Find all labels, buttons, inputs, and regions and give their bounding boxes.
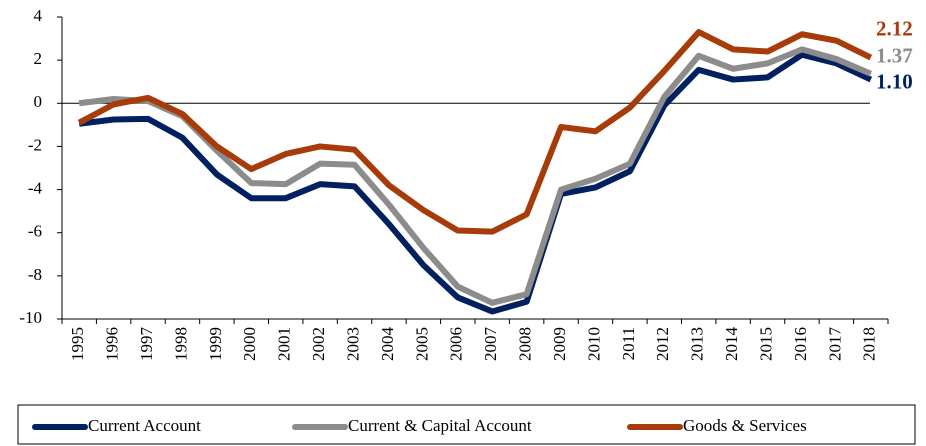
- x-tick-label: 2000: [240, 327, 259, 361]
- x-tick-label: 2013: [688, 327, 707, 361]
- legend-label: Current & Capital Account: [348, 416, 532, 435]
- x-tick-label: 1997: [137, 327, 156, 362]
- y-tick-label: -6: [28, 222, 42, 241]
- x-tick-label: 2011: [619, 327, 638, 360]
- end-label: 2.12: [876, 16, 913, 40]
- y-tick-label: 4: [34, 6, 43, 25]
- legend-label: Goods & Services: [683, 416, 807, 435]
- x-tick-label: 1999: [206, 327, 225, 361]
- x-tick-label: 2012: [653, 327, 672, 361]
- y-tick-label: 2: [34, 49, 43, 68]
- y-tick-label: -8: [28, 265, 42, 284]
- legend-label: Current Account: [88, 416, 201, 435]
- x-tick-label: 2004: [378, 327, 397, 362]
- line-series: [78, 51, 873, 315]
- y-tick-label: -10: [19, 308, 42, 327]
- x-tick-label: 2014: [722, 327, 741, 362]
- end-label: 1.10: [876, 69, 913, 93]
- x-tick-label: 2001: [275, 327, 294, 361]
- x-tick-label: 2005: [412, 327, 431, 361]
- line-series: [78, 46, 872, 306]
- x-tick-label: 2002: [309, 327, 328, 361]
- legend-box: [17, 404, 916, 445]
- x-tick-label: 2017: [825, 327, 844, 362]
- x-tick-label: 2016: [791, 327, 810, 361]
- x-tick-label: 1995: [68, 327, 87, 361]
- x-tick-label: 1996: [103, 327, 122, 361]
- x-tick-label: 2009: [550, 327, 569, 361]
- end-label: 1.37: [876, 44, 913, 68]
- x-tick-label: 2007: [481, 327, 500, 362]
- y-tick-label: -4: [28, 178, 43, 197]
- y-tick-label: -2: [28, 135, 42, 154]
- x-tick-label: 2010: [584, 327, 603, 361]
- y-tick-label: 0: [34, 92, 43, 111]
- line-series: [77, 29, 873, 235]
- x-tick-label: 2018: [860, 327, 879, 361]
- x-tick-label: 2003: [343, 327, 362, 361]
- x-tick-label: 2006: [447, 327, 466, 361]
- x-tick-label: 2008: [516, 327, 535, 361]
- x-tick-label: 1998: [171, 327, 190, 361]
- x-tick-label: 2015: [756, 327, 775, 361]
